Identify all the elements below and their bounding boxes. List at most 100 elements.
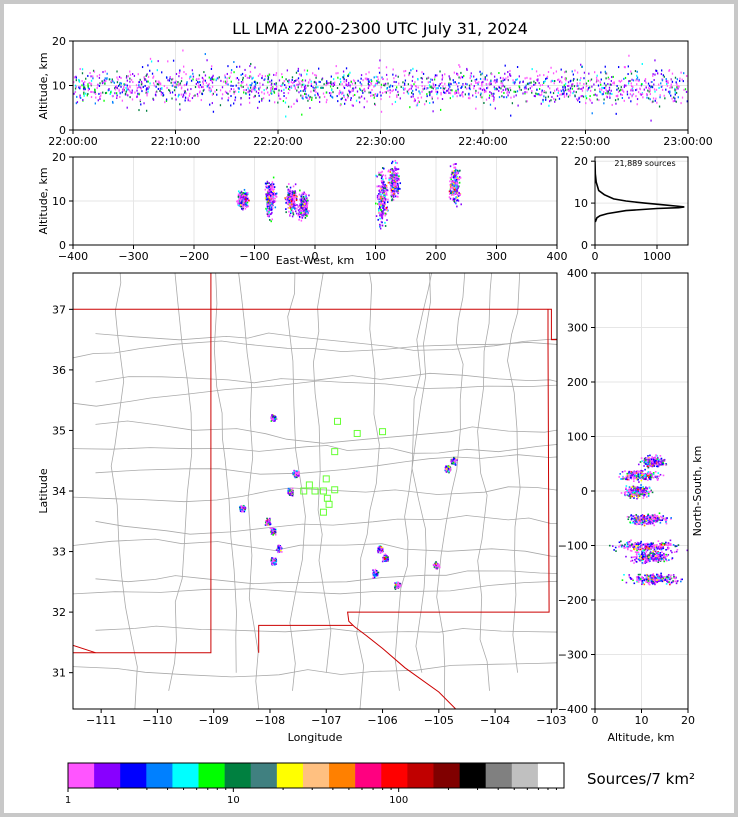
time-height-source-point [318,80,320,83]
time-height-source-point [609,83,611,86]
time-height-source-point [116,70,118,73]
time-height-source-point [533,80,535,83]
lightning-source-point [288,491,291,494]
east-west-source-point [459,169,461,172]
time-height-source-point [571,84,573,87]
time-height-source-point [636,76,639,79]
time-height-source-point [432,110,434,113]
lightning-source-point [384,559,387,562]
time-height-source-point [131,91,133,94]
lightning-source-point [448,466,451,468]
time-height-source-point [375,75,377,78]
time-height-source-point [147,90,149,93]
time-height-source-point [578,97,580,100]
time-height-source-point [509,73,511,76]
lightning-source-point [386,556,389,559]
ns-source-point [650,489,653,492]
time-height-source-point [182,49,184,52]
time-height-source-point [403,92,405,95]
time-height-source-point [516,90,519,93]
east-west-source-point [453,179,456,181]
time-height-source-point [569,87,572,90]
time-height-source-point [422,87,424,90]
ns-source-point [657,472,660,474]
time-height-source-point [263,89,265,92]
east-west-source-point [394,176,397,178]
east-west-source-point [381,198,384,200]
ns-source-point [638,495,641,497]
time-height-source-point [577,99,579,102]
time-height-source-point [119,92,121,95]
time-height-source-point [115,92,118,95]
time-height-source-point [351,89,353,92]
east-west-source-point [266,207,269,209]
time-height-source-point [465,82,467,85]
time-height-source-point [368,91,370,94]
time-height-source-point [518,85,520,88]
time-height-source-point [137,92,139,95]
lightning-source-point [268,522,270,525]
lightning-source-point [374,574,377,577]
time-height-source-point [109,92,111,95]
time-height-source-point [403,88,406,91]
time-height-source-point [488,83,490,86]
east-west-source-point [382,198,385,201]
time-height-source-point [270,89,272,92]
time-height-source-point [626,93,629,96]
ns-source-point [631,474,633,477]
time-height-source-point [564,86,566,89]
time-height-source-point [606,90,608,93]
time-height-source-point [483,89,486,92]
lightning-source-point [445,471,448,473]
time-height-source-point [423,87,426,90]
east-west-source-point [270,212,273,215]
time-height-source-point [315,81,317,84]
east-west-source-point [240,207,243,210]
east-west-source-point [294,183,297,186]
time-height-source-point [258,87,260,90]
time-height-source-point [211,76,213,79]
time-height-source-point [349,91,351,94]
time-height-source-point [343,78,345,81]
east-west-source-point [270,189,273,191]
east-west-source-point [452,176,455,179]
east-west-source-point [306,213,309,216]
time-height-source-point [278,94,280,97]
east-west-source-point [286,197,289,200]
east-west-source-point [270,220,272,223]
lightning-source-point [381,551,384,553]
time-height-source-point [221,97,223,100]
time-height-source-point [481,72,483,75]
lightning-source-point [291,487,294,490]
east-west-source-point [304,203,307,206]
time-height-source-point [354,82,357,85]
east-west-source-point [394,195,397,198]
east-west-source-point [389,182,391,185]
time-height-source-point [598,99,600,102]
time-height-source-point [147,75,150,78]
time-height-source-point [432,87,434,90]
time-height-source-point [119,83,121,86]
time-height-source-point [326,98,328,101]
time-height-source-point [312,89,315,92]
east-west-source-point [269,197,272,199]
time-height-source-point [364,77,367,80]
time-height-source-point [201,93,204,96]
east-west-source-point [452,186,454,188]
time-height-source-point [475,78,478,81]
east-west-source-point [394,177,396,180]
time-height-source-point [270,79,273,82]
east-west-source-point [289,195,292,198]
east-west-source-point [291,191,294,194]
east-west-source-point [380,212,382,215]
time-height-source-point [493,75,496,78]
east-west-source-point [294,204,297,207]
lightning-source-point [275,549,278,551]
time-height-source-point [567,89,570,92]
east-west-source-point [301,206,304,209]
lightning-source-point [448,471,450,474]
time-height-source-point [288,88,291,91]
east-west-source-point [242,192,245,194]
time-height-source-point [415,85,417,88]
east-west-source-point [380,198,383,201]
